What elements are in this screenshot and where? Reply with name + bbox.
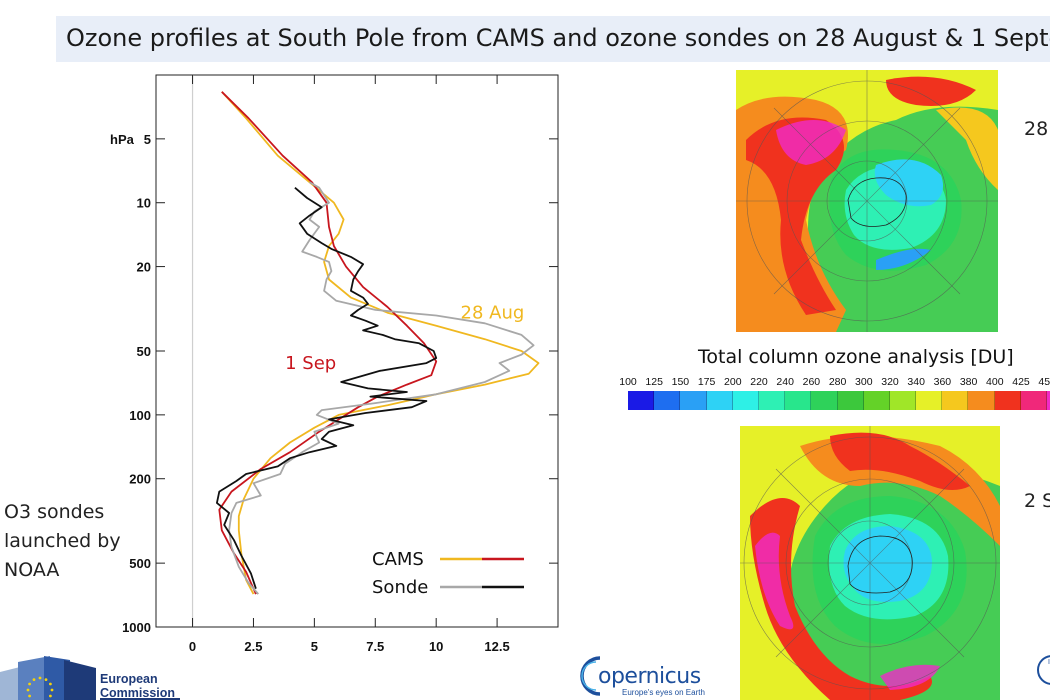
legend-label: CAMS <box>372 549 424 570</box>
colorbar-tick-label: 200 <box>724 376 742 388</box>
y-tick-label: 500 <box>129 556 151 571</box>
colorbar-swatch <box>811 391 838 410</box>
y-tick-label: 200 <box>129 472 151 487</box>
colorbar-swatch <box>654 391 681 410</box>
profile-annotation: 1 Sep <box>285 353 336 374</box>
colorbar-swatch <box>628 391 655 410</box>
colorbar-swatch <box>889 391 917 410</box>
ec-logo-line: European <box>100 672 158 686</box>
colorbar-tick-label: 150 <box>671 376 690 388</box>
ozone-map-aug <box>736 70 998 332</box>
map-aug-date: 28 Aug <box>1024 118 1050 140</box>
colorbar-swatch <box>994 391 1021 410</box>
x-axis-label: mPa <box>320 661 348 662</box>
x-tick-label: 10 <box>429 639 443 654</box>
colorbar-swatch <box>942 391 969 410</box>
y-axis-label: hPa <box>110 132 135 147</box>
colorbar-tick-label: 340 <box>907 376 925 388</box>
copernicus-wordmark: opernicus <box>598 664 701 689</box>
colorbar-swatch <box>916 391 943 410</box>
colorbar-swatch <box>1047 391 1050 410</box>
y-tick-label: 5 <box>144 132 151 147</box>
colorbar-swatch <box>706 391 733 410</box>
profile-annotation: 28 Aug <box>461 303 525 324</box>
colorbar-swatch <box>732 391 759 410</box>
colorbar-tick-label: 220 <box>750 376 768 388</box>
colorbar-ticks: 100 125 150 175 200 220 240 260 280 300 320 340 360 3… <box>616 376 1050 390</box>
y-tick-label: 20 <box>137 260 151 275</box>
ozone-map-sep <box>740 426 1000 700</box>
colorbar-tick-label: 380 <box>959 376 978 388</box>
title-bar: Ozone profiles at South Pole from CAMS a… <box>56 16 1050 62</box>
profile-line <box>228 181 535 595</box>
map-sep-date: 2 Sep <box>1024 490 1050 512</box>
colorbar-tick-label: 240 <box>776 376 794 388</box>
profile-line <box>218 91 438 595</box>
x-tick-label: 7.5 <box>366 639 384 654</box>
copernicus-logo-mark <box>580 656 601 696</box>
y-tick-label: 50 <box>137 344 151 359</box>
svg-text:IM: IM <box>1048 659 1050 666</box>
colorbar-tick-label: 320 <box>881 376 899 388</box>
european-commission-logo <box>0 656 96 700</box>
colorbar-tick-label: 100 <box>619 376 637 388</box>
colorbar-tick-label: 360 <box>933 376 952 388</box>
y-tick-label: 100 <box>129 408 151 423</box>
ozone-map-aug-image <box>736 70 998 332</box>
y-tick-label: 10 <box>137 196 151 211</box>
copernicus-tagline: Europe's eyes on Earth <box>622 688 705 697</box>
ozone-profile-chart: 0 2.5 5 7.5 10 12.5 5 10 20 50 100 200 500 1000 hPa mPa… <box>110 74 559 662</box>
ec-logo-text: European Commission <box>100 672 175 700</box>
profile-line <box>221 91 540 595</box>
side-note-line: O3 sondes <box>4 501 105 523</box>
ozone-map-sep-image <box>740 426 1000 700</box>
x-tick-label: 0 <box>189 639 196 654</box>
colorbar-swatch <box>680 391 707 410</box>
colorbar-tick-label: 280 <box>828 376 847 388</box>
colorbar-swatch <box>1020 391 1047 410</box>
colorbar-swatch <box>837 391 864 410</box>
ec-logo-line: Commission <box>100 686 176 700</box>
x-tick-label: 12.5 <box>484 639 509 654</box>
side-note-line: launched by <box>4 530 121 552</box>
ec-logo-underline <box>100 698 180 700</box>
legend-label: Sonde <box>372 577 428 598</box>
profile-line <box>215 187 438 589</box>
x-tick-label: 5 <box>311 639 318 654</box>
partner-logo: IM <box>1037 655 1050 685</box>
side-note-line: NOAA <box>4 559 60 581</box>
colorbar-tick-label: 125 <box>645 376 663 388</box>
colorbar-swatch <box>758 391 786 410</box>
colorbar <box>628 391 1050 410</box>
colorbar-tick-label: 425 <box>1012 376 1030 388</box>
colorbar-swatch <box>968 391 995 410</box>
side-note: O3 sondes launched by NOAA <box>4 498 121 585</box>
colorbar-tick-label: 260 <box>802 376 821 388</box>
colorbar-title: Total column ozone analysis [DU] <box>698 346 1014 368</box>
colorbar-swatch <box>785 391 812 410</box>
x-tick-label: 2.5 <box>244 639 262 654</box>
colorbar-tick-label: 175 <box>697 376 716 388</box>
y-tick-label: 1000 <box>122 620 151 635</box>
colorbar-tick-label: 400 <box>986 376 1004 388</box>
page-title: Ozone profiles at South Pole from CAMS a… <box>66 24 1050 52</box>
plot-frame <box>155 74 559 628</box>
colorbar-tick-label: 450 <box>1038 376 1050 388</box>
colorbar-swatch <box>863 391 890 410</box>
colorbar-tick-label: 300 <box>855 376 873 388</box>
